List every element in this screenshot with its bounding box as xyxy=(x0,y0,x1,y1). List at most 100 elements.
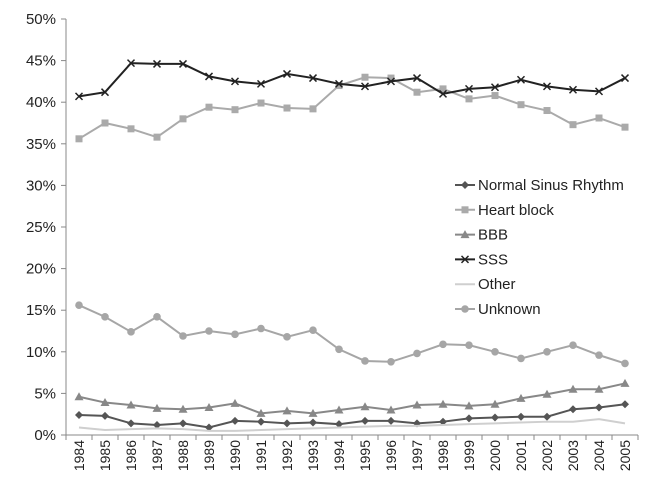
legend: Normal Sinus Rhythm Heart block BBB SSS Othe… xyxy=(455,177,624,318)
y-tick-label: 20% xyxy=(26,261,56,278)
data-point-normal-sinus-rhythm xyxy=(101,411,109,420)
data-point-heart-block xyxy=(309,105,317,113)
series-bbb xyxy=(74,378,630,417)
data-point-sss xyxy=(438,89,448,98)
data-point-unknown xyxy=(621,359,629,368)
x-tick-label: 1993 xyxy=(305,440,321,471)
y-tick-label: 10% xyxy=(26,344,56,361)
data-point-normal-sinus-rhythm xyxy=(335,420,343,429)
data-point-sss xyxy=(204,72,214,81)
data-point-normal-sinus-rhythm xyxy=(517,412,525,421)
legend-item-other: Other xyxy=(455,276,516,293)
data-point-bbb xyxy=(516,393,526,402)
data-point-heart-block xyxy=(517,101,525,109)
series-line-bbb xyxy=(78,382,626,415)
data-point-sss xyxy=(126,59,136,68)
data-point-normal-sinus-rhythm xyxy=(231,416,239,425)
data-point-bbb xyxy=(386,405,396,414)
data-point-heart-block xyxy=(283,104,291,112)
data-point-unknown xyxy=(387,357,395,366)
data-point-unknown xyxy=(179,332,187,340)
legend-label: Normal Sinus Rhythm xyxy=(478,177,624,194)
data-point-heart-block xyxy=(231,106,239,114)
x-tick-label: 2003 xyxy=(565,440,581,471)
legend-item-unknown: Unknown xyxy=(455,301,541,318)
data-point-normal-sinus-rhythm xyxy=(621,400,629,409)
data-point-heart-block xyxy=(387,74,395,82)
series-other xyxy=(78,418,626,432)
data-point-unknown xyxy=(257,324,265,333)
y-tick-label: 35% xyxy=(26,136,56,153)
data-point-unknown xyxy=(309,326,317,334)
legend-item-normal-sinus-rhythm: Normal Sinus Rhythm xyxy=(455,177,624,194)
data-point-sss xyxy=(360,82,370,91)
data-point-unknown xyxy=(127,328,135,336)
data-point-sss xyxy=(516,75,526,84)
y-tick-label: 15% xyxy=(26,302,56,319)
data-point-bbb xyxy=(74,392,84,401)
data-point-bbb xyxy=(412,400,422,409)
data-point-sss xyxy=(594,87,604,96)
series-unknown xyxy=(75,301,629,368)
legend-label: Other xyxy=(478,276,516,293)
data-point-unknown xyxy=(439,340,447,349)
x-tick-label: 1990 xyxy=(227,440,243,471)
data-point-heart-block xyxy=(101,119,109,127)
data-point-normal-sinus-rhythm xyxy=(361,416,369,425)
data-point-normal-sinus-rhythm xyxy=(387,416,395,425)
data-point-unknown xyxy=(205,327,213,335)
legend-item-heart-block: Heart block xyxy=(455,202,554,219)
data-point-heart-block xyxy=(361,73,369,81)
data-point-normal-sinus-rhythm xyxy=(179,419,187,428)
data-point-bbb xyxy=(178,404,188,413)
x-tick-label: 2001 xyxy=(513,440,529,471)
x-tick-label: 2005 xyxy=(617,440,633,471)
data-point-bbb xyxy=(230,398,240,407)
data-point-bbb xyxy=(126,400,136,409)
data-point-bbb xyxy=(100,398,110,407)
data-point-unknown xyxy=(543,348,551,356)
data-point-normal-sinus-rhythm xyxy=(153,421,161,430)
data-point-normal-sinus-rhythm xyxy=(491,413,499,422)
data-point-unknown xyxy=(335,345,343,354)
data-point-sss xyxy=(282,69,292,78)
data-point-unknown xyxy=(75,301,83,310)
data-point-bbb xyxy=(308,408,318,417)
data-point-heart-block xyxy=(179,115,187,123)
data-point-heart-block xyxy=(569,121,577,129)
data-point-normal-sinus-rhythm xyxy=(569,405,577,414)
data-point-normal-sinus-rhythm xyxy=(205,423,213,432)
data-point-bbb xyxy=(464,401,474,410)
data-point-normal-sinus-rhythm xyxy=(465,414,473,423)
data-point-unknown xyxy=(413,349,421,358)
legend-marker xyxy=(460,230,470,239)
data-point-normal-sinus-rhythm xyxy=(283,419,291,428)
x-tick-label: 1986 xyxy=(123,440,139,471)
data-point-sss xyxy=(542,82,552,91)
data-point-unknown xyxy=(465,341,473,349)
series-heart-block xyxy=(75,73,629,143)
data-point-bbb xyxy=(256,408,266,417)
data-point-sss xyxy=(178,59,188,68)
data-point-heart-block xyxy=(153,133,161,141)
y-axis-ticks: 0% 5% 10% 15% 20% 25% 30% 35% 40% 45% 50% xyxy=(26,11,66,444)
legend-marker xyxy=(460,255,470,264)
data-point-unknown xyxy=(569,341,577,349)
data-point-heart-block xyxy=(257,99,265,107)
data-point-sss xyxy=(100,88,110,97)
data-point-heart-block xyxy=(75,135,83,143)
data-point-sss xyxy=(386,77,396,86)
data-point-normal-sinus-rhythm xyxy=(543,412,551,421)
data-point-heart-block xyxy=(595,114,603,122)
y-tick-label: 5% xyxy=(34,385,56,402)
data-point-normal-sinus-rhythm xyxy=(75,411,83,420)
data-point-heart-block xyxy=(465,95,473,103)
x-tick-label: 1992 xyxy=(279,440,295,471)
data-point-bbb xyxy=(438,399,448,408)
data-point-heart-block xyxy=(621,123,629,131)
data-point-unknown xyxy=(595,351,603,359)
series-line-normal-sinus-rhythm xyxy=(78,403,626,429)
legend-item-bbb: BBB xyxy=(455,227,508,244)
data-point-sss xyxy=(308,74,318,83)
legend-label: SSS xyxy=(478,251,508,268)
